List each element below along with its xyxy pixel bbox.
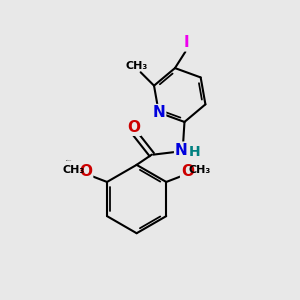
Text: N: N [152, 105, 165, 120]
Text: methoxy: methoxy [66, 160, 72, 161]
Text: O: O [181, 164, 194, 179]
Text: N: N [175, 143, 188, 158]
Text: CH₃: CH₃ [62, 165, 84, 175]
Text: CH₃: CH₃ [125, 61, 147, 71]
Text: O: O [128, 120, 140, 135]
Text: CH₃: CH₃ [189, 165, 211, 175]
Text: I: I [184, 35, 190, 50]
Text: O: O [79, 164, 92, 179]
Text: H: H [189, 145, 201, 159]
